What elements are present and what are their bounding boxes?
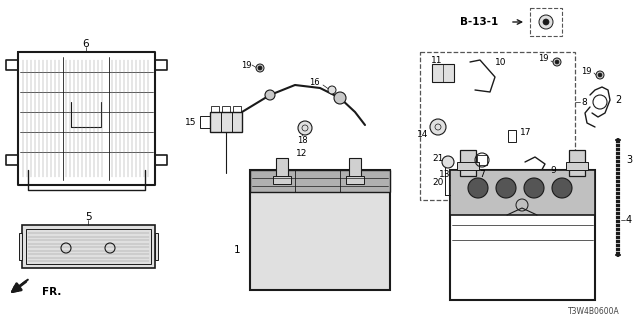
Text: 15: 15 — [184, 117, 196, 126]
Bar — [569, 150, 585, 176]
Circle shape — [553, 58, 561, 66]
Circle shape — [258, 66, 262, 70]
Bar — [432, 64, 454, 82]
Text: 4: 4 — [626, 215, 632, 225]
Bar — [200, 116, 210, 128]
Circle shape — [496, 178, 516, 198]
Text: B-13-1: B-13-1 — [460, 17, 498, 27]
Bar — [450, 170, 595, 215]
Circle shape — [596, 71, 604, 79]
Text: 10: 10 — [495, 58, 506, 67]
Circle shape — [328, 86, 336, 94]
Bar — [530, 8, 562, 36]
Text: 8: 8 — [581, 98, 587, 107]
Circle shape — [555, 60, 559, 64]
Bar — [460, 150, 476, 176]
Text: 19: 19 — [241, 60, 252, 69]
Circle shape — [468, 178, 488, 198]
Text: 11: 11 — [431, 55, 443, 65]
Text: 7: 7 — [479, 170, 485, 179]
Bar — [250, 170, 390, 192]
Text: 14: 14 — [417, 130, 428, 139]
Circle shape — [256, 64, 264, 72]
Circle shape — [442, 156, 454, 168]
Text: FR.: FR. — [42, 287, 61, 297]
Bar — [19, 233, 22, 260]
Text: T3W4B0600A: T3W4B0600A — [568, 308, 620, 316]
Bar — [26, 229, 151, 264]
Bar — [457, 162, 479, 170]
Text: 21: 21 — [433, 154, 444, 163]
Bar — [22, 225, 155, 268]
Bar — [450, 170, 595, 300]
Bar — [349, 158, 361, 180]
Text: 1: 1 — [234, 245, 240, 255]
Text: 6: 6 — [83, 39, 90, 49]
Circle shape — [552, 178, 572, 198]
Circle shape — [539, 15, 553, 29]
Text: 13: 13 — [439, 170, 451, 179]
Bar — [211, 106, 219, 112]
Bar — [250, 170, 390, 290]
Text: 16: 16 — [309, 77, 320, 86]
Bar — [566, 162, 588, 170]
Text: 17: 17 — [520, 127, 531, 137]
Text: 3: 3 — [626, 155, 632, 165]
Circle shape — [543, 19, 549, 25]
Circle shape — [430, 119, 446, 135]
Bar — [276, 158, 288, 180]
Text: 9: 9 — [550, 165, 556, 174]
Text: 19: 19 — [582, 67, 592, 76]
Bar — [222, 106, 230, 112]
Text: 5: 5 — [84, 212, 92, 222]
Circle shape — [598, 73, 602, 77]
Circle shape — [334, 92, 346, 104]
Bar — [273, 176, 291, 184]
Bar — [210, 112, 242, 132]
Text: 12: 12 — [296, 148, 308, 157]
Text: 2: 2 — [615, 95, 621, 105]
Bar — [233, 106, 241, 112]
Text: 20: 20 — [433, 178, 444, 187]
Bar — [155, 233, 158, 260]
Circle shape — [298, 121, 312, 135]
Bar — [346, 176, 364, 184]
Text: 18: 18 — [297, 135, 307, 145]
Bar — [508, 130, 516, 142]
Bar — [420, 52, 575, 200]
Circle shape — [524, 178, 544, 198]
Text: 19: 19 — [538, 53, 549, 62]
Bar — [477, 155, 487, 165]
Circle shape — [265, 90, 275, 100]
